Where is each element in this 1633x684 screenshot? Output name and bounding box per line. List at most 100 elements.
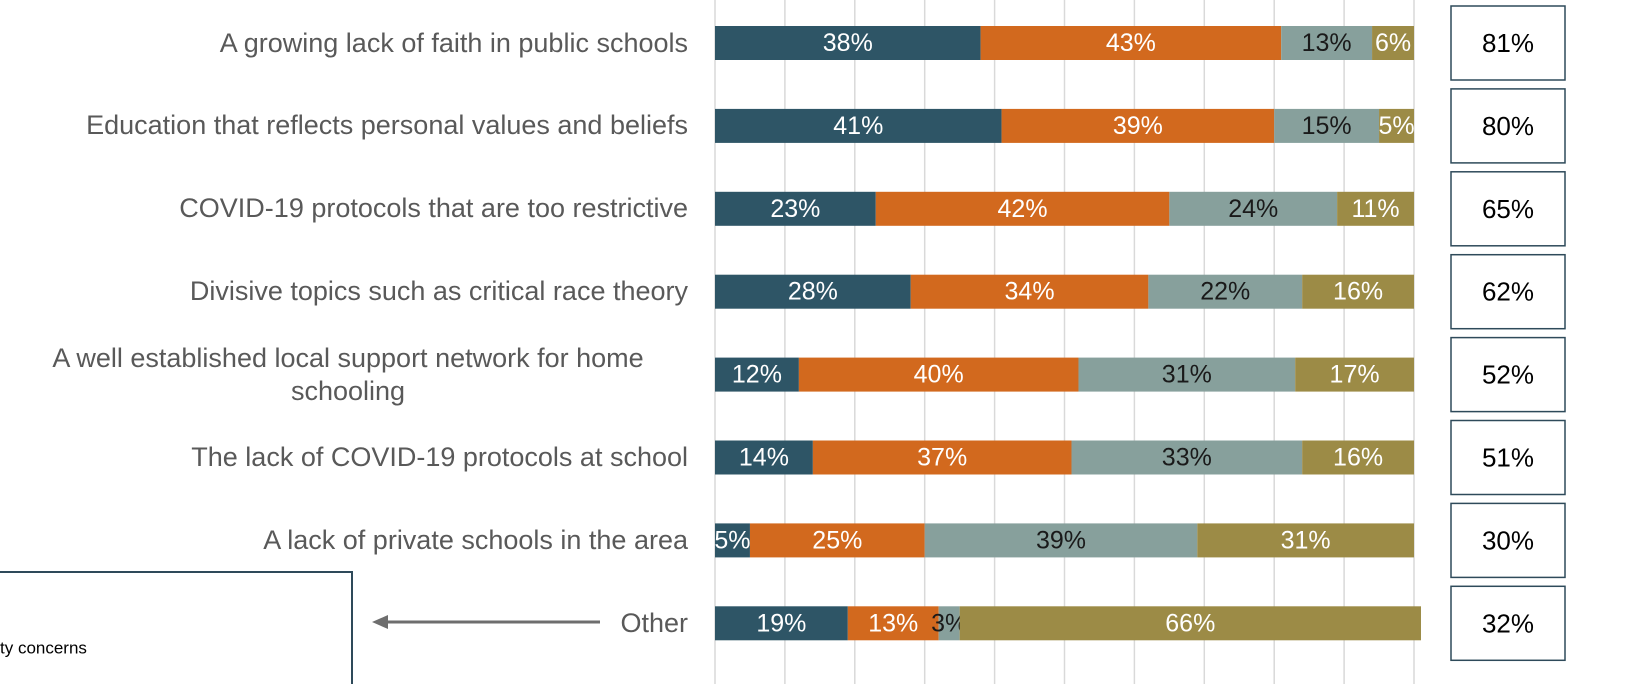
category-label: The lack of COVID-19 protocols at school xyxy=(191,442,688,472)
bar-segment xyxy=(924,523,1198,558)
bar-segment xyxy=(715,108,1002,143)
total-box xyxy=(1450,502,1566,579)
value-label: 41% xyxy=(833,112,883,140)
bar-segment xyxy=(1071,440,1303,475)
bar-segment xyxy=(715,26,981,60)
value-label: 39% xyxy=(1113,112,1163,140)
bar-segment xyxy=(715,606,848,641)
value-label: 25% xyxy=(812,526,862,554)
value-label: 34% xyxy=(1005,278,1055,306)
category-label: A growing lack of faith in public school… xyxy=(219,27,688,58)
bar-segment xyxy=(1372,26,1414,60)
bar-segment xyxy=(938,606,960,641)
category-label-row: A growing lack of faith in public school… xyxy=(0,3,688,83)
value-label: 38% xyxy=(823,29,873,57)
value-label: 15% xyxy=(1302,112,1352,140)
value-label: 13% xyxy=(1302,29,1352,57)
category-label: Divisive topics such as critical race th… xyxy=(189,276,688,307)
bar-segment xyxy=(749,523,925,558)
total-label: 32% xyxy=(1482,608,1534,638)
annotation-box xyxy=(0,571,353,684)
value-label: 17% xyxy=(1330,361,1380,389)
bar-segment xyxy=(959,606,1421,641)
category-label-row: COVID-19 protocols that are too restrict… xyxy=(0,169,688,249)
value-label: 23% xyxy=(770,195,820,223)
value-label: 5% xyxy=(1378,112,1414,140)
bar-segment xyxy=(1281,26,1373,60)
value-label: 11% xyxy=(1351,195,1399,223)
total-label: 81% xyxy=(1482,28,1534,58)
value-label: 28% xyxy=(788,278,838,306)
bar-segment xyxy=(847,606,939,641)
total-box xyxy=(1450,88,1566,164)
total-label: 30% xyxy=(1482,525,1534,555)
total-label: 51% xyxy=(1482,443,1534,473)
total-box xyxy=(1450,585,1566,662)
bar-segment xyxy=(798,357,1079,392)
total-box xyxy=(1450,419,1566,496)
value-label: 19% xyxy=(756,609,806,637)
bar-segment xyxy=(1001,108,1275,143)
arrow-head xyxy=(372,615,388,629)
bar-segment xyxy=(715,440,813,475)
bar-segment xyxy=(1302,274,1414,309)
value-label: 24% xyxy=(1228,195,1278,223)
category-label-row: Education that reflects personal values … xyxy=(0,86,688,166)
value-label: 31% xyxy=(1162,361,1212,389)
bar-segment xyxy=(1302,440,1414,475)
category-label: COVID-19 protocols that are too restrict… xyxy=(179,193,688,224)
value-label: 13% xyxy=(868,609,918,637)
category-label: A lack of private schools in the area xyxy=(263,524,688,555)
bar-segment xyxy=(1148,274,1303,309)
value-label: 39% xyxy=(1036,526,1086,554)
value-label: 31% xyxy=(1281,526,1331,554)
category-label-row: A well established local support network… xyxy=(0,335,688,415)
bar-segment xyxy=(715,191,876,226)
value-label: 43% xyxy=(1106,29,1156,57)
total-box xyxy=(1450,171,1566,247)
category-label: Other xyxy=(620,607,688,638)
bar-segment xyxy=(980,26,1282,60)
bar-segment xyxy=(875,191,1170,226)
total-box xyxy=(1450,336,1566,413)
total-box xyxy=(1450,5,1566,81)
bar-segment xyxy=(715,523,750,558)
category-label: A well established local support network… xyxy=(52,342,644,406)
value-label: 12% xyxy=(732,361,782,389)
category-label: Education that reflects personal values … xyxy=(86,110,688,141)
bar-segment xyxy=(910,274,1149,309)
value-label: 6% xyxy=(1375,29,1411,57)
value-label: 66% xyxy=(1165,609,1215,637)
bar-segment xyxy=(1078,357,1296,392)
bar-segment xyxy=(1337,191,1414,226)
bar-segment xyxy=(1274,108,1380,143)
grid xyxy=(714,0,1415,684)
value-label: 16% xyxy=(1333,278,1383,306)
bar-segment xyxy=(1379,108,1414,143)
value-label: 37% xyxy=(917,444,967,472)
value-label: 16% xyxy=(1333,444,1383,472)
category-label-row: Other xyxy=(0,583,688,663)
total-label: 52% xyxy=(1482,360,1534,390)
value-label: 40% xyxy=(914,361,964,389)
total-label: 80% xyxy=(1482,111,1534,141)
bar-segment xyxy=(715,357,799,392)
bar-segment xyxy=(1169,191,1338,226)
value-label: 5% xyxy=(714,526,750,554)
total-label: 62% xyxy=(1482,277,1534,307)
value-label: 42% xyxy=(998,195,1048,223)
total-box xyxy=(1450,253,1566,330)
bar-segment xyxy=(1197,523,1414,558)
bar-segment xyxy=(715,274,911,309)
bar-segment xyxy=(1295,357,1414,392)
category-label-row: A lack of private schools in the area xyxy=(0,500,688,580)
value-label: 14% xyxy=(739,444,789,472)
category-label-row: Divisive topics such as critical race th… xyxy=(0,252,688,332)
bar-segment xyxy=(812,440,1072,475)
value-label: 33% xyxy=(1162,444,1212,472)
annotation: ty concerns xyxy=(0,639,87,658)
category-label-row: The lack of COVID-19 protocols at school xyxy=(0,418,688,498)
value-label: 22% xyxy=(1200,278,1250,306)
